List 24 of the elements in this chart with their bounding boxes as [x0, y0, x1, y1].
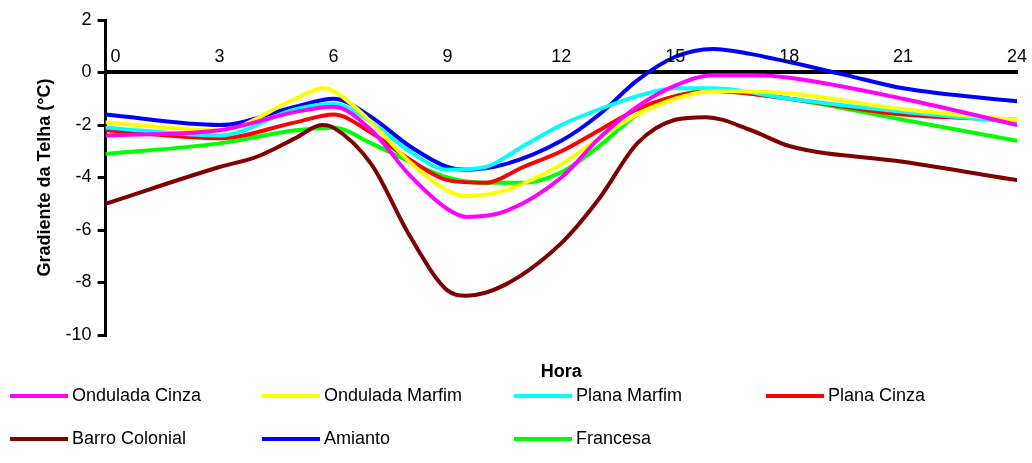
- y-tick-label: -8: [75, 271, 92, 292]
- y-tick-label: -2: [75, 113, 92, 134]
- y-tick-label: -6: [75, 218, 92, 239]
- x-tick-label: 9: [442, 46, 453, 67]
- x-axis-title: Hora: [540, 360, 583, 381]
- legend-label: Francesa: [576, 428, 652, 449]
- legend-label: Amianto: [324, 428, 391, 449]
- y-tick-label: 0: [81, 61, 92, 82]
- legend-label: Barro Colonial: [72, 428, 187, 449]
- line-series: [105, 115, 1017, 298]
- x-tick-label: 21: [893, 46, 914, 67]
- x-tick-label: 12: [551, 46, 572, 67]
- legend-label: Plana Marfim: [576, 385, 683, 406]
- y-tick-label: -4: [75, 166, 92, 187]
- y-axis-title: Gradiente da Telha (°C): [33, 78, 54, 277]
- legend-label: Ondulada Cinza: [72, 385, 202, 406]
- y-tick-label: 2: [81, 8, 92, 29]
- x-tick-label: 0: [110, 46, 121, 67]
- x-tick-label: 24: [1006, 46, 1028, 67]
- x-tick-label: 3: [214, 46, 225, 67]
- legend-label: Ondulada Marfim: [324, 385, 463, 406]
- x-tick-label: 6: [328, 46, 339, 67]
- legend-label: Plana Cinza: [828, 385, 926, 406]
- y-tick-label: -10: [65, 323, 92, 344]
